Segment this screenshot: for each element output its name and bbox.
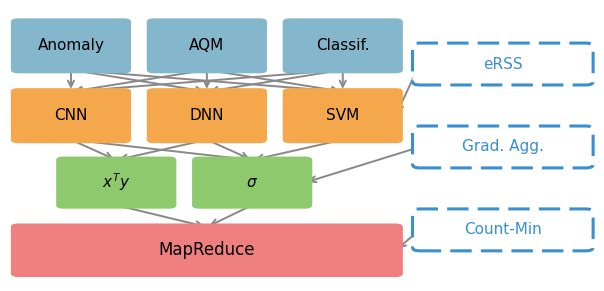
FancyBboxPatch shape: [56, 157, 176, 209]
Text: SVM: SVM: [326, 108, 359, 123]
Text: eRSS: eRSS: [483, 56, 522, 72]
FancyBboxPatch shape: [413, 126, 593, 168]
Text: Grad. Agg.: Grad. Agg.: [462, 139, 544, 155]
Text: $\sigma$: $\sigma$: [246, 175, 258, 190]
FancyBboxPatch shape: [147, 88, 267, 143]
FancyBboxPatch shape: [147, 18, 267, 73]
FancyBboxPatch shape: [11, 88, 131, 143]
FancyBboxPatch shape: [413, 43, 593, 85]
Text: Count-Min: Count-Min: [464, 222, 542, 237]
Text: DNN: DNN: [190, 108, 224, 123]
FancyBboxPatch shape: [11, 18, 131, 73]
Text: AQM: AQM: [189, 38, 225, 53]
Text: CNN: CNN: [54, 108, 88, 123]
Text: $x^T y$: $x^T y$: [102, 172, 130, 194]
Text: Anomaly: Anomaly: [37, 38, 104, 53]
FancyBboxPatch shape: [11, 223, 403, 277]
Text: MapReduce: MapReduce: [159, 241, 255, 259]
FancyBboxPatch shape: [283, 18, 403, 73]
Text: Classif.: Classif.: [316, 38, 370, 53]
FancyBboxPatch shape: [283, 88, 403, 143]
FancyBboxPatch shape: [413, 209, 593, 251]
FancyBboxPatch shape: [192, 157, 312, 209]
